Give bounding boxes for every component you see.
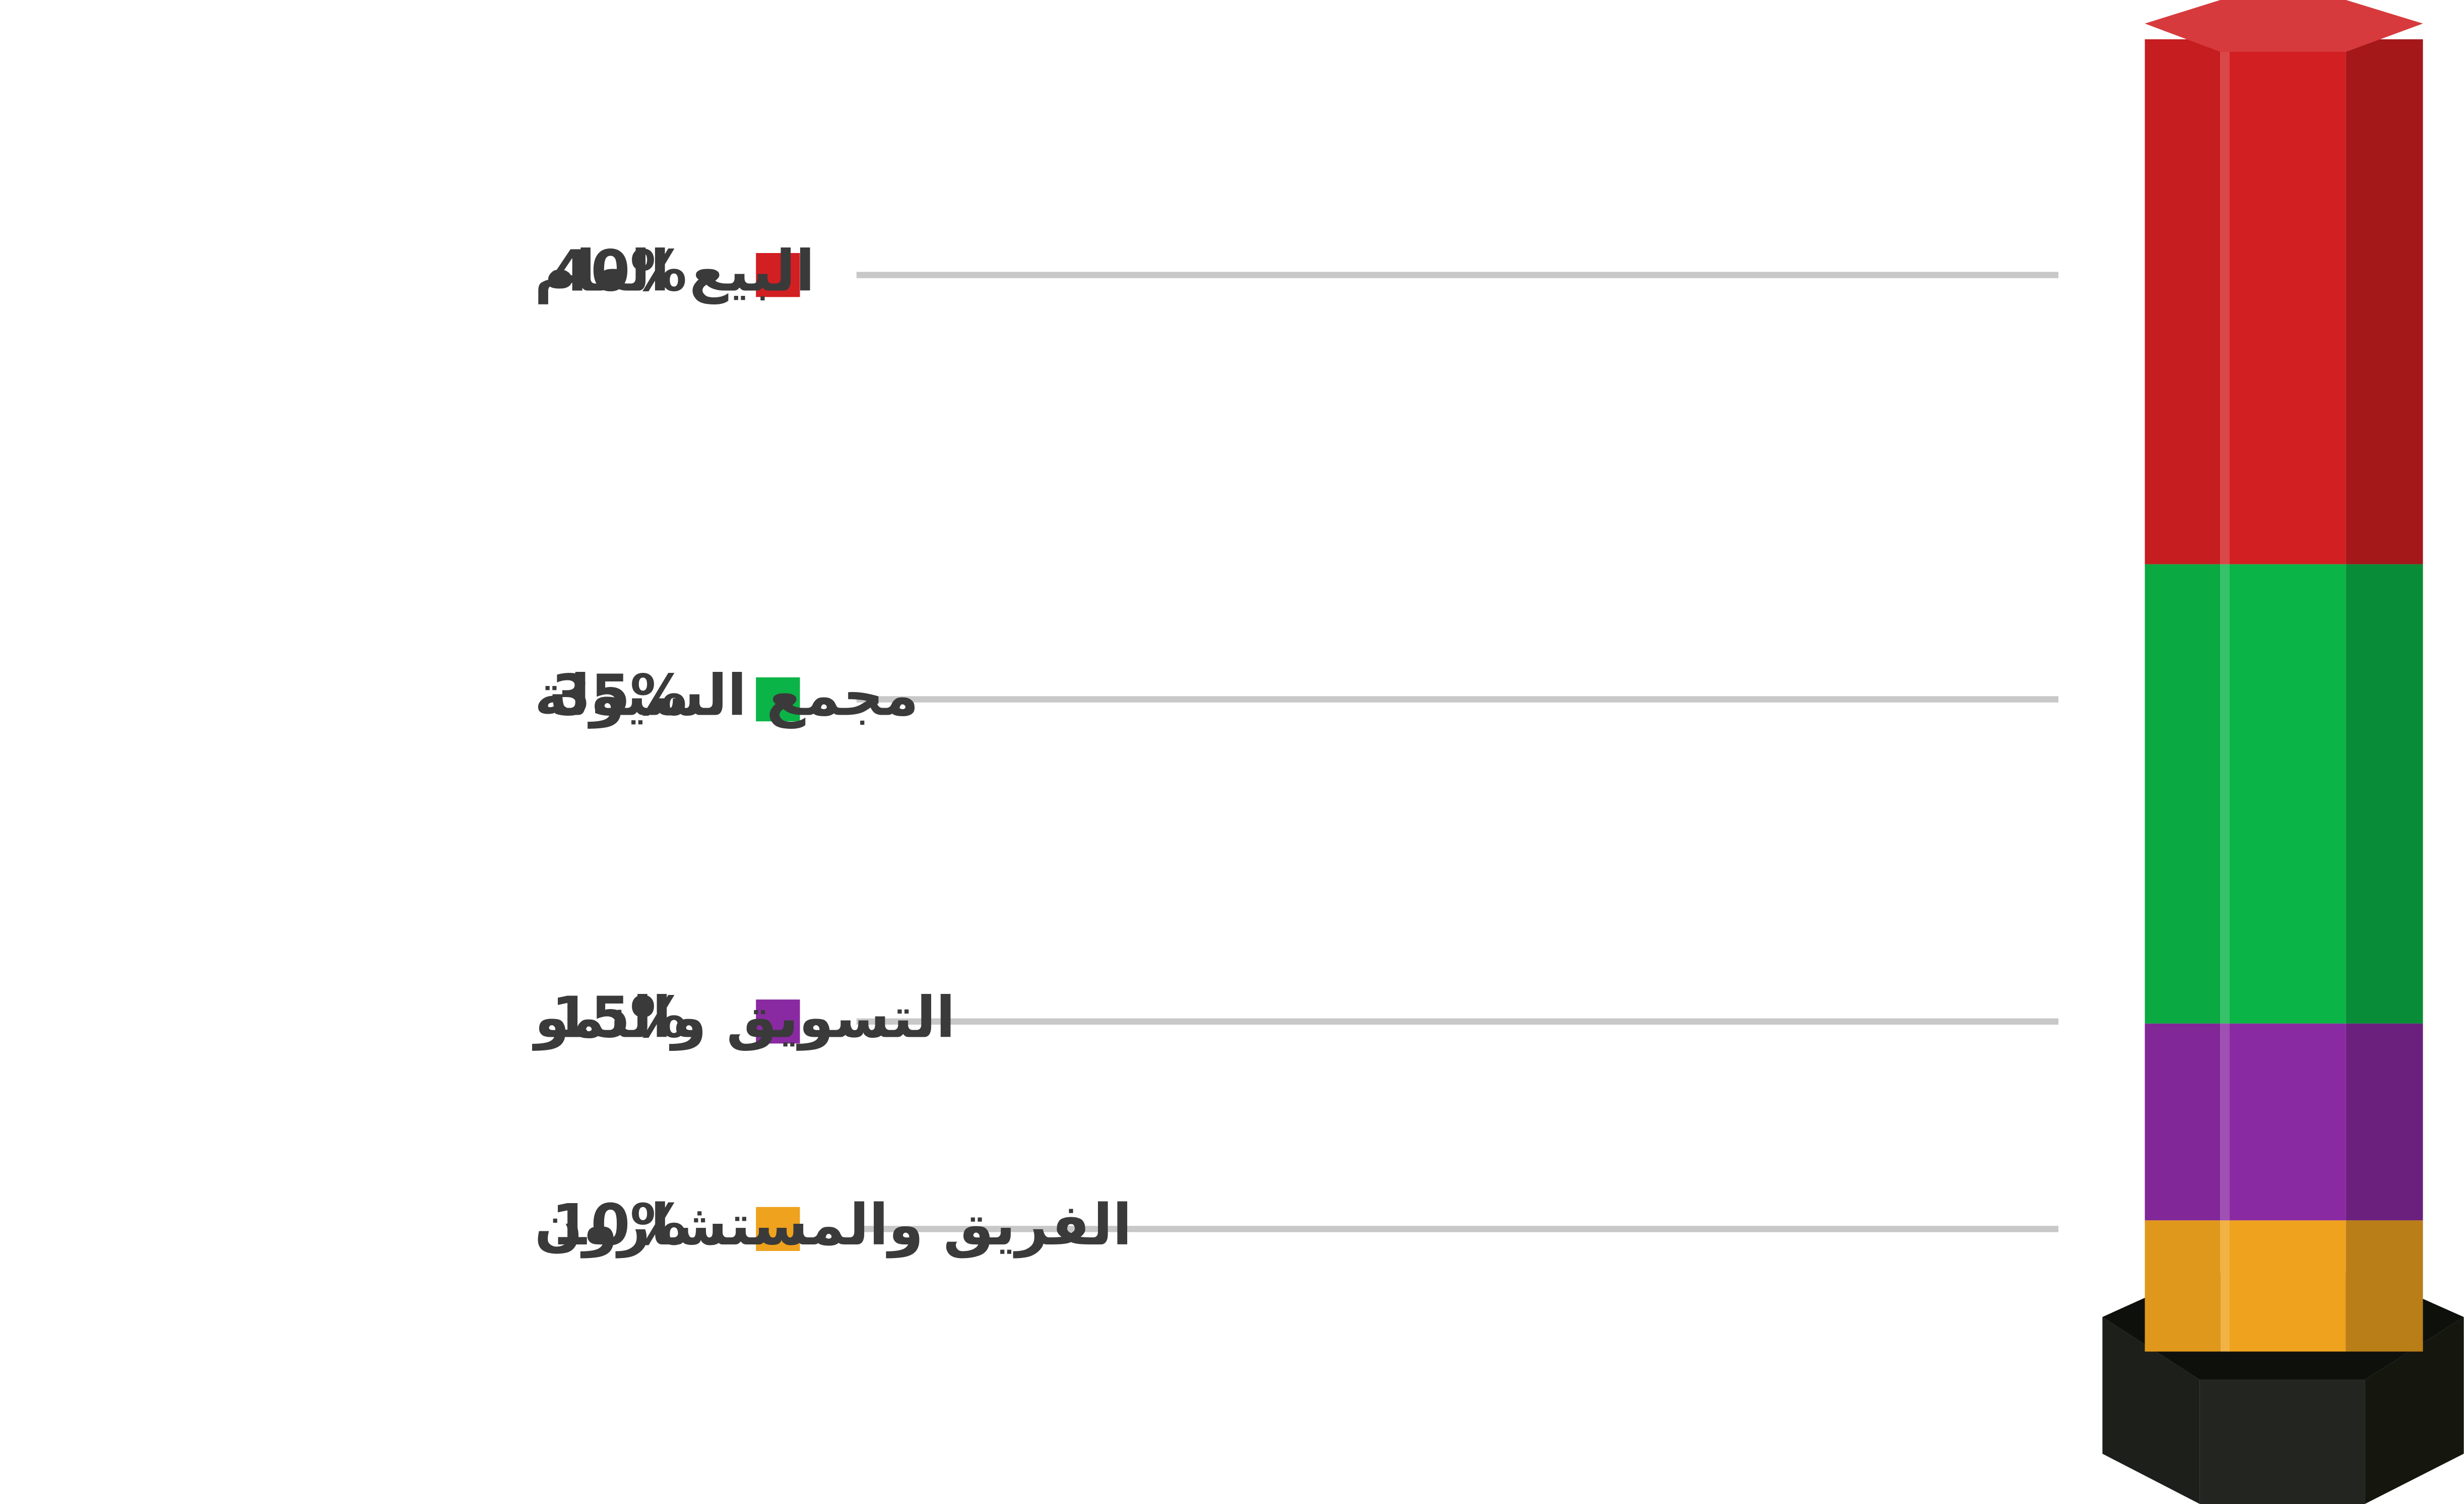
highlight-front <box>2220 1220 2230 1352</box>
category-label: التسويق والنمو <box>532 985 955 1051</box>
segment-right <box>2346 1023 2423 1221</box>
highlight-front <box>2220 1023 2230 1221</box>
shade-left <box>2145 564 2221 1024</box>
value-label: 15% <box>551 985 687 1051</box>
value-label: 35% <box>551 663 687 728</box>
column-cap <box>2145 0 2423 52</box>
legend-swatch <box>756 253 800 297</box>
column-segment <box>2145 1220 2423 1352</box>
shade-right <box>2346 1023 2423 1221</box>
cap-shine <box>2145 0 2423 52</box>
column-segment <box>2145 1023 2423 1221</box>
category-label: مجمع السيولة <box>535 663 919 729</box>
legend-swatch <box>756 677 800 722</box>
shade-right <box>2346 39 2423 565</box>
shade-left <box>2145 1023 2221 1221</box>
segment-right <box>2346 39 2423 565</box>
value-label: 40% <box>551 238 687 304</box>
segment-left <box>2145 39 2221 565</box>
segment-left <box>2145 564 2221 1024</box>
segment-front <box>2220 1220 2346 1352</box>
legend-swatch <box>756 999 800 1044</box>
column-segment <box>2145 564 2423 1024</box>
legend-swatch <box>756 1207 800 1251</box>
segment-left <box>2145 1220 2221 1352</box>
highlight-front <box>2220 39 2230 565</box>
segment-right <box>2346 564 2423 1024</box>
column-segment <box>2145 39 2423 565</box>
shade-right <box>2346 1220 2423 1352</box>
shade-left <box>2145 1220 2221 1352</box>
shade-left <box>2145 39 2221 565</box>
value-label: 10% <box>551 1193 687 1258</box>
segment-left <box>2145 1023 2221 1221</box>
segment-front <box>2220 39 2346 565</box>
category-label: البيع العام <box>535 238 815 304</box>
shade-right <box>2346 564 2423 1024</box>
highlight-front <box>2220 564 2230 1024</box>
segment-front <box>2220 1023 2346 1221</box>
segment-right <box>2346 1220 2423 1352</box>
category-label: الفريق والمستشارون <box>535 1193 1132 1259</box>
segment-front <box>2220 564 2346 1024</box>
